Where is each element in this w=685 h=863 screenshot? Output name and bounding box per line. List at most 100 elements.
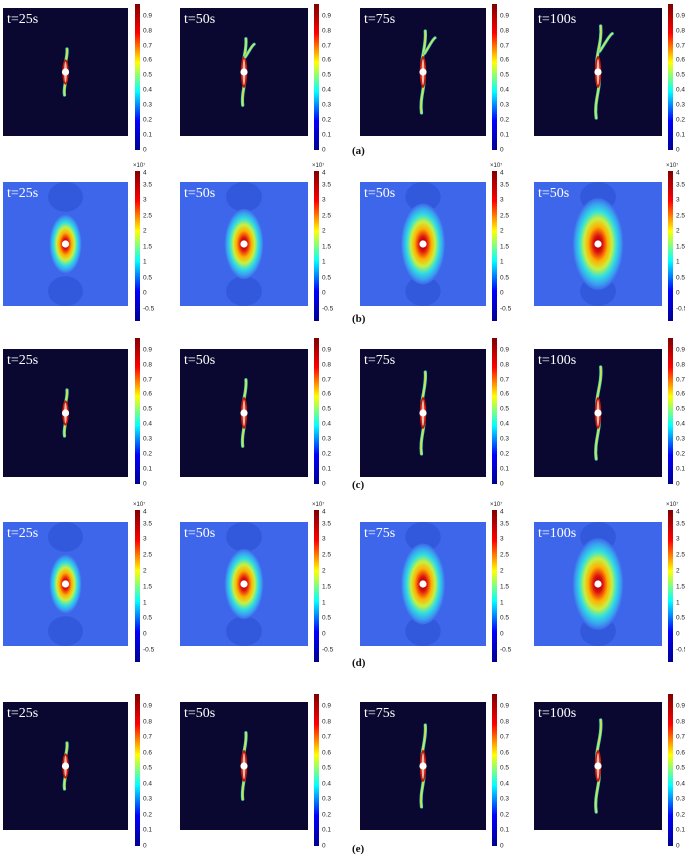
- colorbar-tick-label: 0.1: [322, 131, 332, 139]
- colorbar-tick-label: 0: [500, 146, 504, 154]
- colorbar-tick-label: 2: [143, 227, 147, 235]
- colorbar-tick-label: 3.5: [500, 520, 510, 528]
- colorbar: [135, 4, 140, 150]
- colorbar-tick-label: 0.1: [143, 465, 153, 473]
- colorbar-tick-label: 0.7: [322, 733, 332, 741]
- colorbar-tick-label: 2.5: [500, 212, 510, 220]
- wellbore-marker: [240, 580, 248, 588]
- colorbar-tick-label: 2.5: [143, 551, 153, 559]
- colorbar-tick-label: -0.5: [143, 646, 155, 654]
- colorbar-tick-label: 1.5: [676, 583, 685, 591]
- time-label: t=75s: [364, 526, 396, 541]
- colorbar-tick-label: 2: [500, 567, 504, 575]
- colorbar-tick-label: 1: [676, 258, 680, 266]
- colorbar-tick-label: 3: [500, 196, 504, 204]
- colorbar-tick-label: 0: [143, 146, 147, 154]
- panel-c-1: t=25s: [3, 349, 128, 477]
- colorbar-tick-label: 0.4: [322, 420, 332, 428]
- colorbar-tick-label: -0.5: [676, 305, 685, 313]
- colorbar-tick-label: 0.7: [500, 376, 510, 384]
- colorbar-tick-label: 0.1: [322, 465, 332, 473]
- colorbar-tick-label: 3.5: [676, 520, 685, 528]
- colorbar-ticks: 4 3.5 3 2.5 2 1.5 1 0.5 0 -0.5: [676, 170, 685, 321]
- colorbar-tick-label: 2: [322, 567, 326, 575]
- time-label: t=75s: [364, 706, 396, 721]
- time-label: t=75s: [364, 353, 396, 368]
- colorbar-tick-label: 1.5: [676, 243, 685, 251]
- colorbar-ticks: 0.9 0.8 0.7 0.6 0.5 0.4 0.3 0.2 0.1 0: [322, 694, 338, 850]
- colorbar-tick-label: 3: [500, 535, 504, 543]
- time-label: t=25s: [7, 12, 39, 27]
- row-label: (a): [352, 145, 365, 157]
- colorbar-tick-label: 0.5: [676, 71, 685, 79]
- damage-field-image: [3, 702, 128, 830]
- colorbar-tick-label: 0.3: [500, 101, 510, 109]
- colorbar: [668, 4, 673, 150]
- wellbore-marker: [240, 68, 248, 76]
- wellbore-marker: [594, 409, 602, 417]
- colorbar-tick-label: 0.9: [676, 346, 685, 354]
- colorbar-tick-label: 1: [676, 599, 680, 607]
- colorbar-ticks: 0.9 0.8 0.7 0.6 0.5 0.4 0.3 0.2 0.1 0: [322, 4, 338, 153]
- colorbar-tick-label: 0.8: [676, 361, 685, 369]
- colorbar-tick-label: 0.2: [500, 450, 510, 458]
- colorbar: [492, 4, 497, 150]
- colorbar: [314, 510, 319, 662]
- colorbar-tick-label: 0.4: [500, 780, 510, 788]
- colorbar-tick-label: 0.2: [322, 811, 332, 819]
- colorbar-multiplier: ×10⁷: [133, 163, 146, 169]
- colorbar-tick-label: 0.3: [322, 435, 332, 443]
- colorbar-tick-label: 0: [676, 842, 680, 850]
- colorbar-ticks: 0.9 0.8 0.7 0.6 0.5 0.4 0.3 0.2 0.1 0: [500, 4, 516, 153]
- colorbar-tick-label: -0.5: [322, 646, 334, 654]
- colorbar-tick-label: 0.4: [322, 780, 332, 788]
- colorbar-tick-label: 0: [500, 842, 504, 850]
- panel-d-2: t=50s: [180, 522, 308, 646]
- damage-field-image: [180, 702, 308, 830]
- colorbar-tick-label: 0.3: [676, 435, 685, 443]
- colorbar-tick-label: 0: [676, 289, 680, 297]
- colorbar-tick-label: 4: [500, 169, 504, 177]
- panel-b-2: t=50s: [180, 182, 308, 306]
- colorbar-tick-label: 3: [676, 535, 680, 543]
- panel-c-2: t=50s: [180, 349, 308, 477]
- colorbar-tick-label: 0.7: [322, 42, 332, 50]
- stress-lobe-bottom: [405, 616, 441, 646]
- stress-lobe-bottom: [48, 276, 83, 306]
- colorbar-multiplier: ×10⁷: [666, 163, 679, 169]
- colorbar-tick-label: 0.2: [143, 811, 153, 819]
- colorbar-tick-label: 0.4: [676, 420, 685, 428]
- colorbar-multiplier: ×10⁷: [312, 502, 325, 508]
- panel-d-3: t=75s: [360, 522, 486, 646]
- colorbar-ticks: 0.9 0.8 0.7 0.6 0.5 0.4 0.3 0.2 0.1 0: [143, 338, 159, 487]
- colorbar-tick-label: 1: [143, 258, 147, 266]
- damage-field-image: [3, 8, 128, 136]
- wellbore-marker: [240, 409, 248, 417]
- colorbar-tick-label: 0: [322, 480, 326, 488]
- colorbar-tick-label: 0.9: [322, 12, 332, 20]
- colorbar-tick-label: 0.6: [676, 749, 685, 757]
- colorbar-tick-label: 0.9: [676, 12, 685, 20]
- colorbar-tick-label: 1: [500, 258, 504, 266]
- time-label: t=25s: [7, 353, 39, 368]
- colorbar-tick-label: 0.8: [322, 27, 332, 35]
- colorbar: [314, 338, 319, 484]
- colorbar-tick-label: 0.8: [322, 718, 332, 726]
- colorbar-tick-label: 4: [322, 508, 326, 516]
- colorbar-tick-label: 0.2: [322, 116, 332, 124]
- colorbar: [668, 694, 673, 846]
- colorbar-tick-label: 0.4: [143, 420, 153, 428]
- stress-lobe-bottom: [226, 276, 262, 306]
- colorbar-tick-label: 0: [500, 480, 504, 488]
- damage-field-image: [180, 349, 308, 477]
- colorbar-tick-label: 0.5: [500, 274, 510, 282]
- colorbar-ticks: 0.9 0.8 0.7 0.6 0.5 0.4 0.3 0.2 0.1 0: [676, 694, 685, 850]
- colorbar-tick-label: 2: [676, 567, 680, 575]
- colorbar-tick-label: 0.8: [143, 27, 153, 35]
- colorbar-tick-label: 1: [143, 599, 147, 607]
- colorbar-tick-label: 0.5: [676, 614, 685, 622]
- colorbar-ticks: 4 3.5 3 2.5 2 1.5 1 0.5 0 -0.5: [322, 508, 338, 662]
- colorbar-tick-label: 0.5: [500, 764, 510, 772]
- colorbar-tick-label: 0: [676, 146, 680, 154]
- colorbar-tick-label: 1.5: [143, 243, 153, 251]
